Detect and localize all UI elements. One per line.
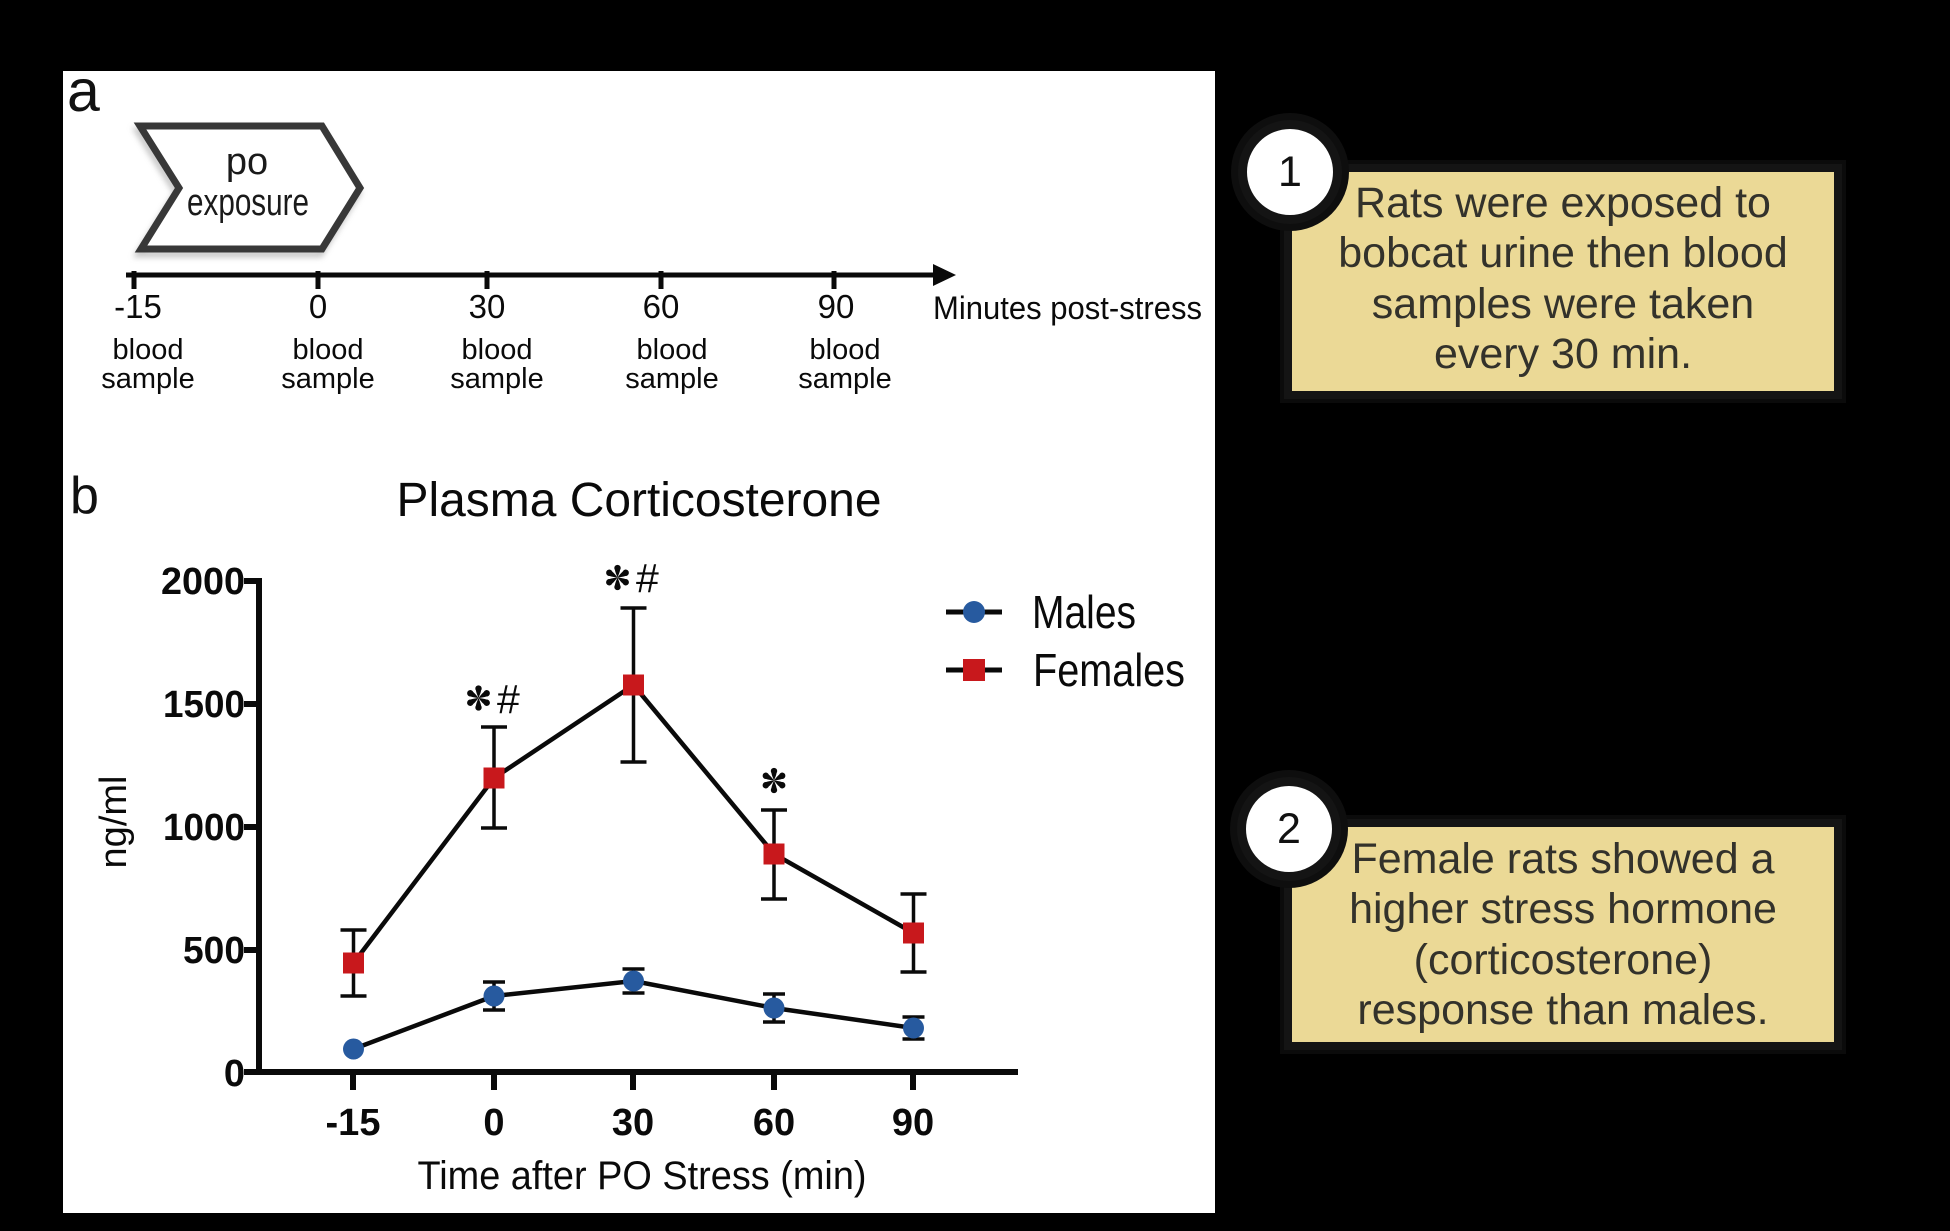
svg-text:b: b — [70, 467, 99, 525]
svg-text:sample: sample — [101, 363, 195, 395]
svg-text:blood: blood — [637, 334, 708, 366]
svg-text:90: 90 — [818, 288, 855, 325]
svg-text:500: 500 — [183, 930, 245, 972]
svg-text:sample: sample — [625, 363, 719, 395]
svg-text:0: 0 — [224, 1053, 245, 1095]
svg-text:blood: blood — [113, 334, 184, 366]
svg-text:#: # — [497, 676, 520, 722]
svg-text:#: # — [636, 555, 659, 601]
svg-text:60: 60 — [643, 288, 680, 325]
svg-text:Minutes post-stress: Minutes post-stress — [933, 290, 1202, 326]
svg-text:blood: blood — [810, 334, 881, 366]
svg-text:blood: blood — [293, 334, 364, 366]
svg-text:ng/ml: ng/ml — [93, 776, 135, 869]
svg-text:Time after PO Stress (min): Time after PO Stress (min) — [418, 1154, 867, 1198]
svg-text:Males: Males — [1032, 586, 1136, 638]
svg-text:0: 0 — [309, 288, 327, 325]
svg-text:-15: -15 — [114, 288, 162, 325]
svg-text:a: a — [67, 71, 100, 124]
svg-text:blood: blood — [462, 334, 533, 366]
svg-text:1500: 1500 — [163, 684, 245, 726]
svg-text:30: 30 — [612, 1102, 654, 1144]
svg-text:Females: Females — [1033, 644, 1185, 696]
svg-text:Plasma Corticosterone: Plasma Corticosterone — [397, 474, 882, 527]
svg-text:sample: sample — [798, 363, 892, 395]
svg-text:0: 0 — [483, 1102, 504, 1144]
svg-text:1000: 1000 — [163, 807, 245, 849]
svg-text:-15: -15 — [326, 1102, 381, 1144]
svg-text:sample: sample — [281, 363, 375, 395]
svg-text:po: po — [226, 141, 268, 183]
svg-text:exposure: exposure — [187, 182, 309, 224]
svg-text:60: 60 — [753, 1102, 795, 1144]
svg-text:30: 30 — [469, 288, 506, 325]
svg-text:90: 90 — [892, 1102, 934, 1144]
svg-text:2000: 2000 — [161, 561, 245, 603]
svg-text:sample: sample — [450, 363, 544, 395]
